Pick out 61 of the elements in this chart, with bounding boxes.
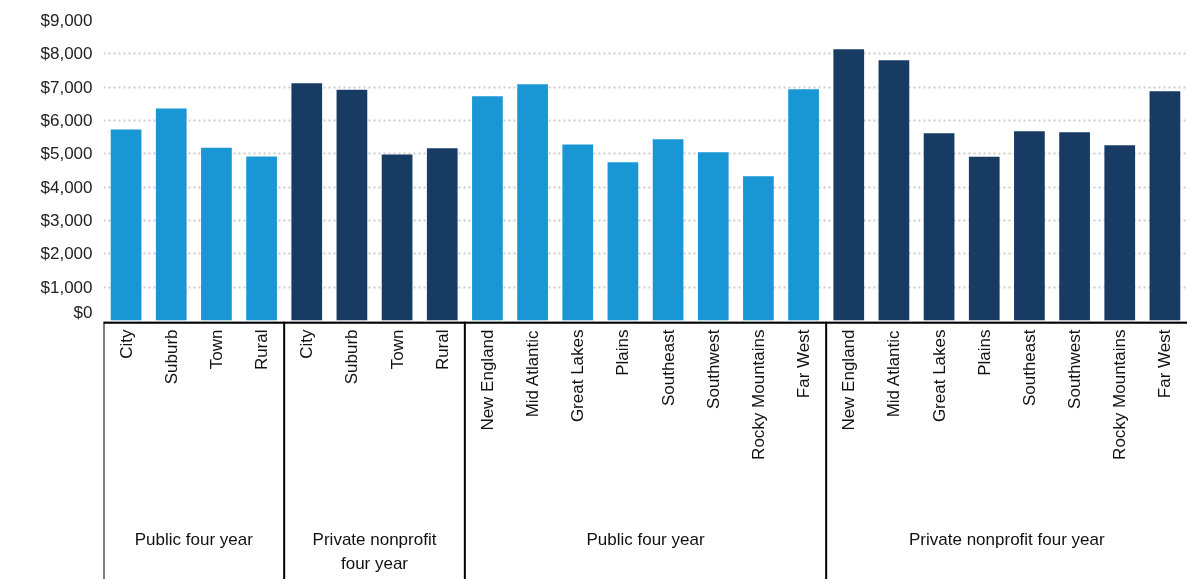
bar (833, 49, 865, 321)
x-tick-label: Suburb (342, 329, 362, 385)
y-tick-label: $9,000 (40, 11, 93, 30)
bar (246, 156, 277, 321)
x-tick-label: New England (477, 329, 497, 431)
text: Public four year (586, 529, 705, 549)
bar (336, 89, 368, 321)
bar (923, 133, 955, 321)
bar (697, 152, 729, 321)
x-tick-label: Rocky Mountains (748, 329, 768, 460)
text: Public four year (134, 529, 254, 549)
x-tick-label: Mid Atlantic (523, 329, 543, 418)
x-tick-label: Southeast (658, 329, 678, 407)
x-tick-label: City (297, 329, 317, 359)
y-tick-label: $2,000 (40, 244, 93, 264)
bar (788, 89, 819, 321)
bar (426, 148, 458, 321)
bar (381, 154, 413, 321)
x-tick-label: Far West (794, 329, 814, 399)
bar (652, 139, 684, 321)
bar (1014, 131, 1045, 321)
y-tick-label: $6,000 (40, 111, 93, 130)
bar (517, 84, 548, 321)
x-tick-label: Rural (252, 329, 272, 371)
bar (1104, 145, 1136, 321)
x-tick-label: Great Lakes (929, 329, 949, 423)
bar (291, 83, 323, 321)
x-tick-label: City (116, 329, 136, 359)
y-tick-label: $7,000 (40, 77, 93, 97)
bar (968, 156, 1000, 321)
y-tick-label: $5,000 (40, 144, 93, 164)
x-tick-label: Town (206, 329, 226, 370)
x-tick-label: Far West (1155, 329, 1175, 399)
bar (743, 176, 774, 321)
x-tick-label: Southwest (703, 329, 723, 409)
x-tick-label: Southwest (1065, 329, 1085, 409)
y-tick-label: $0 (73, 302, 93, 322)
y-tick-label: $8,000 (40, 44, 93, 64)
bar (155, 108, 187, 321)
bar (562, 144, 594, 321)
bar (878, 60, 910, 321)
x-tick-label: Rural (432, 329, 452, 371)
x-tick-label: Great Lakes (568, 329, 588, 423)
x-tick-label: Town (387, 329, 407, 370)
bar (1149, 91, 1181, 321)
bar (201, 147, 232, 321)
y-tick-label: $3,000 (40, 211, 93, 230)
x-tick-label: Southeast (1019, 329, 1039, 407)
x-tick-label: Plains (974, 329, 994, 376)
x-tick-label: Mid Atlantic (884, 329, 904, 418)
x-tick-label: Plains (613, 329, 633, 376)
x-tick-label: New England (839, 329, 859, 431)
y-tick-label: $1,000 (40, 277, 93, 297)
bar (110, 129, 142, 321)
x-tick-label: Suburb (161, 329, 181, 385)
y-tick-label: $4,000 (40, 177, 93, 197)
text: Private nonprofit four year (312, 529, 437, 574)
x-tick-label: Rocky Mountains (1110, 329, 1130, 460)
text: Private nonprofit four year (909, 529, 1105, 549)
bar (472, 96, 503, 321)
bar (1059, 132, 1090, 321)
